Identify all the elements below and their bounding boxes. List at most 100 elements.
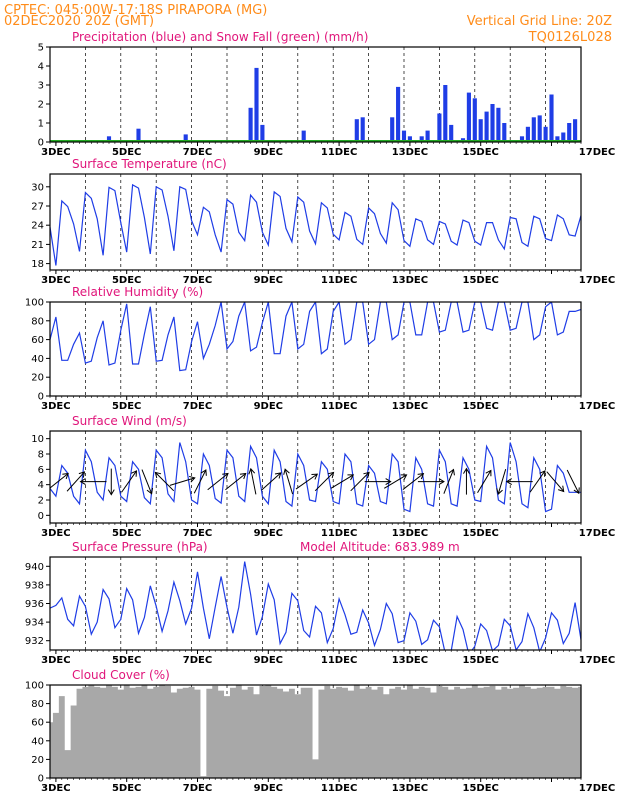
wind-arrow	[463, 467, 470, 495]
cloud-panel: Cloud Cover (%) 0 20 40 60 80 100 3DEC 5DEC 7DEC 9…	[25, 668, 615, 794]
wind-arrow-head	[573, 487, 580, 495]
temperature-ytick-label: 18	[31, 259, 44, 270]
cloud-xtick-label: 13DEC	[392, 783, 428, 794]
cloud-cover-area	[50, 685, 581, 778]
wind-arrow-shaft	[155, 472, 175, 492]
wind-arrow	[207, 472, 229, 491]
wind-arrow-shaft	[261, 472, 282, 491]
temperature-line	[50, 183, 581, 266]
wind-arrow	[79, 478, 107, 486]
pressure-ytick-label: 940	[25, 562, 44, 573]
pressure-xtick-label: 3DEC	[41, 655, 70, 666]
wind-arrow	[529, 470, 546, 493]
precip-xtick-label: 5DEC	[112, 147, 141, 158]
precip-bar	[525, 126, 530, 142]
wind-arrow-shaft	[384, 474, 407, 489]
pressure-xtick-label: 9DEC	[254, 655, 283, 666]
humidity-xtick-label: 17DEC	[579, 401, 615, 412]
humidity-panel: Relative Humidity (%) 0 20 40 60 80 100 3DEC 5DE…	[25, 285, 615, 412]
humidity-xtick-label: 15DEC	[463, 401, 499, 412]
precip-xtick-label: 11DEC	[321, 147, 357, 158]
wind-arrow-shaft	[529, 470, 546, 493]
wind-xtick-label: 5DEC	[112, 528, 141, 539]
humidity-xtick-label: 9DEC	[254, 401, 283, 412]
temperature-xtick-label: 13DEC	[392, 275, 428, 286]
header-station: CPTEC: 045:00W-17:18S PIRAPORA (MG)	[4, 3, 267, 18]
temperature-xtick-label: 11DEC	[321, 275, 357, 286]
wind-arrow-shaft	[566, 469, 580, 494]
precip-bar	[360, 117, 365, 142]
wind-arrow-head	[107, 489, 115, 496]
wind-arrow-shaft	[169, 477, 195, 486]
precip-bar	[537, 115, 542, 142]
wind-arrow-head	[222, 472, 229, 480]
humidity-line	[50, 302, 581, 372]
header-run-time: 02DEC2020 20Z (GMT)	[4, 14, 154, 29]
wind-arrow-head	[505, 478, 512, 486]
wind-arrow-head	[327, 471, 335, 479]
precip-bar	[396, 86, 401, 142]
wind-xtick-label: 17DEC	[579, 528, 615, 539]
precip-bar	[390, 117, 395, 142]
precip-bar	[419, 136, 424, 142]
temperature-ytick-label: 21	[31, 240, 44, 251]
pressure-title: Surface Pressure (hPa)	[72, 540, 208, 554]
precip-ytick-label: 5	[38, 43, 44, 54]
wind-arrow-shaft	[207, 473, 229, 491]
precip-bar	[502, 123, 507, 142]
pressure-xtick-label: 11DEC	[321, 655, 357, 666]
precip-bar	[472, 98, 477, 142]
wind-line	[50, 442, 581, 513]
precip-bar	[254, 67, 259, 142]
wind-arrow-head	[154, 471, 162, 479]
precip-bar	[531, 117, 536, 142]
temperature-ytick-label: 24	[31, 221, 44, 232]
precip-bar	[443, 85, 448, 142]
header-grid-line: Vertical Grid Line: 20Z	[467, 14, 612, 29]
wind-arrow-shaft	[284, 469, 294, 495]
wind-arrow-head	[200, 469, 207, 476]
wind-arrow-shaft	[50, 473, 69, 489]
wind-arrow	[546, 471, 565, 493]
wind-arrow	[443, 468, 455, 494]
wind-arrow	[314, 471, 335, 492]
precip-ytick-label: 2	[38, 100, 44, 111]
wind-arrow-shaft	[225, 473, 247, 491]
precip-bar	[136, 128, 141, 142]
wind-arrow	[193, 469, 207, 494]
wind-arrow-head	[239, 472, 247, 480]
wind-arrow-head	[79, 478, 86, 486]
temperature-xtick-label: 15DEC	[463, 275, 499, 286]
wind-xtick-label: 3DEC	[41, 528, 70, 539]
wind-arrow-shaft	[141, 469, 153, 494]
temperature-xtick-label: 7DEC	[183, 275, 212, 286]
humidity-xtick-label: 5DEC	[112, 401, 141, 412]
wind-arrow-head	[274, 472, 282, 479]
wind-ytick-label: 0	[38, 511, 44, 522]
precip-ytick-label: 3	[38, 81, 44, 92]
wind-arrow	[330, 474, 355, 489]
precip-bar	[407, 136, 412, 142]
wind-arrow	[141, 469, 154, 495]
wind-arrow-head	[485, 469, 492, 477]
pressure-ytick-label: 934	[25, 618, 44, 629]
wind-arrow	[283, 468, 294, 495]
wind-arrow-head	[363, 471, 370, 479]
wind-arrow-shaft	[443, 469, 454, 494]
humidity-xtick-label: 3DEC	[41, 401, 70, 412]
wind-arrow	[417, 478, 445, 486]
pressure-plot-area	[50, 557, 581, 650]
wind-arrow	[107, 468, 115, 496]
pressure-frame	[49, 556, 582, 651]
cloud-xtick-label: 7DEC	[183, 783, 212, 794]
precip-bar	[496, 107, 501, 142]
precip-bar	[425, 130, 430, 142]
wind-arrow-head	[539, 470, 546, 477]
wind-arrow-shaft	[66, 471, 85, 492]
wind-arrow	[364, 478, 392, 486]
precip-bar	[478, 119, 483, 142]
precip-bar	[449, 124, 454, 142]
wind-arrow-head	[558, 485, 565, 493]
pressure-xtick-label: 5DEC	[112, 655, 141, 666]
